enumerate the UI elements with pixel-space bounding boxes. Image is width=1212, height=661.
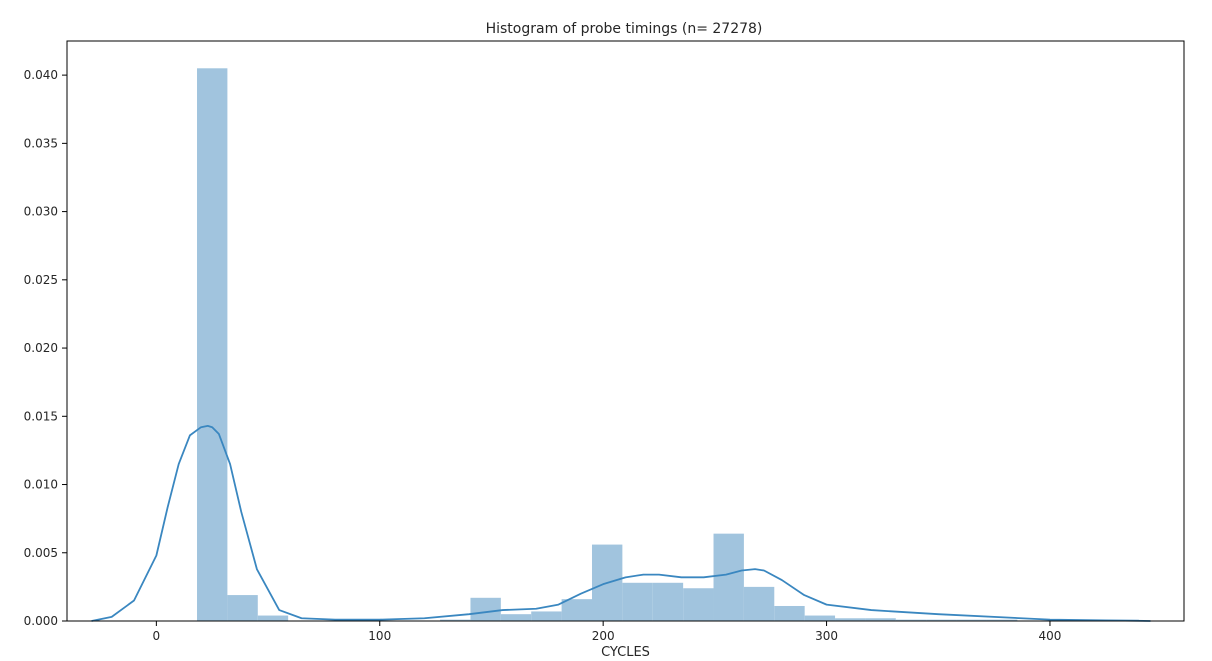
y-tick-label: 0.020 bbox=[24, 341, 58, 355]
y-tick-label: 0.005 bbox=[24, 546, 58, 560]
y-tick-label: 0.015 bbox=[24, 409, 58, 423]
histogram-bar bbox=[561, 599, 592, 621]
x-axis-label: CYCLES bbox=[601, 645, 650, 657]
histogram-bar bbox=[500, 614, 532, 621]
histogram-bar bbox=[531, 611, 562, 621]
histogram-bars bbox=[197, 68, 1139, 621]
histogram-bar bbox=[865, 618, 896, 621]
axes: 0 100 200 300 400 0.000 0.005 0.010 0.015 0.020 0.… bbox=[24, 68, 1062, 643]
histogram-bar bbox=[986, 619, 1018, 621]
histogram-bar bbox=[257, 615, 289, 621]
plot-frame bbox=[66, 40, 1185, 622]
y-tick-label: 0.035 bbox=[24, 136, 58, 150]
histogram-bar bbox=[197, 68, 228, 621]
histogram-bar bbox=[683, 588, 714, 621]
x-tick-label: 300 bbox=[815, 629, 838, 643]
x-tick-label: 0 bbox=[153, 629, 161, 643]
histogram-bar bbox=[835, 618, 866, 621]
histogram-bar bbox=[227, 595, 258, 621]
y-tick-label: 0.025 bbox=[24, 273, 58, 287]
histogram-bar bbox=[622, 582, 653, 621]
histogram-bar bbox=[926, 619, 957, 621]
chart-title: Histogram of probe timings (n= 27278) bbox=[486, 21, 763, 37]
histogram-bar bbox=[956, 619, 987, 621]
histogram-bar bbox=[804, 615, 836, 621]
y-tick-label: 0.040 bbox=[24, 68, 58, 82]
y-tick-label: 0.010 bbox=[24, 478, 58, 492]
y-tick-label: 0.000 bbox=[24, 614, 58, 628]
histogram-bar bbox=[774, 605, 805, 621]
histogram-bar bbox=[895, 619, 927, 621]
kde-curve-layer bbox=[91, 424, 1151, 622]
y-tick-label: 0.030 bbox=[24, 205, 58, 219]
histogram-bar bbox=[743, 586, 775, 621]
x-tick-label: 400 bbox=[1039, 629, 1062, 643]
x-tick-label: 200 bbox=[592, 629, 615, 643]
histogram-bar bbox=[652, 582, 684, 621]
histogram-bar bbox=[440, 619, 471, 621]
histogram-bar bbox=[470, 597, 501, 621]
x-tick-label: 100 bbox=[368, 629, 391, 643]
histogram-bar bbox=[713, 533, 744, 621]
kde-curve bbox=[91, 424, 1151, 622]
